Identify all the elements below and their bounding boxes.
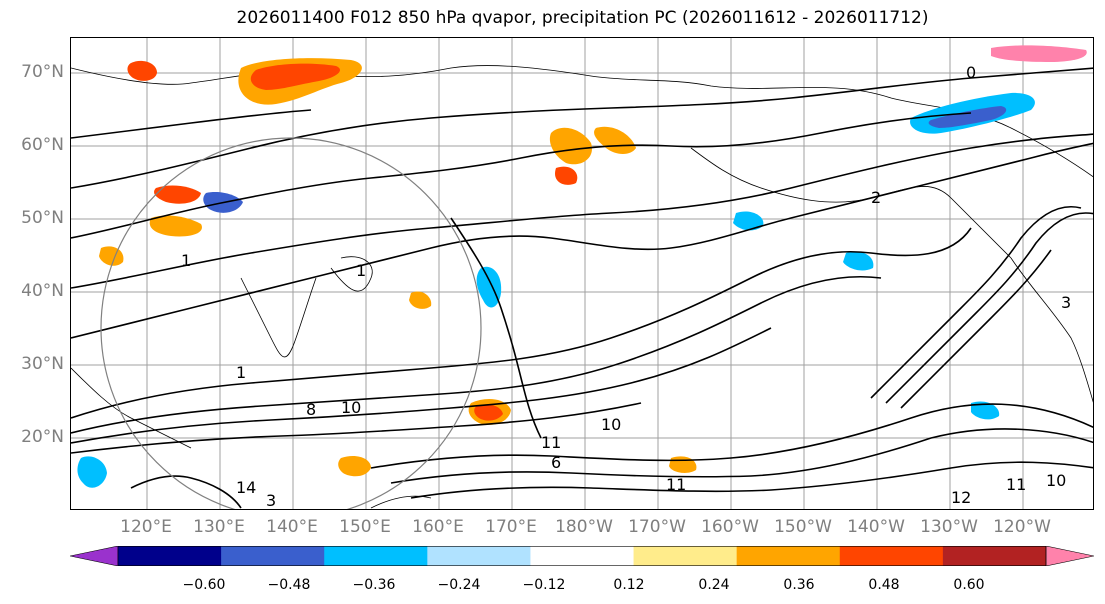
- colorbar-tick-label: −0.36: [352, 577, 396, 593]
- contour-label: 10: [341, 398, 361, 417]
- lon-label: 120°W: [993, 517, 1051, 537]
- contour-label: 12: [951, 488, 971, 507]
- colorbar-extend-low: [70, 546, 119, 566]
- colorbar-tick-label: −0.12: [522, 577, 566, 593]
- map-canvas: 0 2 1 1 1 3 3 14 8 10 11 10 6 11 12 10 1…: [71, 38, 1093, 510]
- lon-label: 120°E: [120, 517, 172, 537]
- contour-label: 11: [541, 433, 561, 452]
- lon-label: 170°W: [628, 517, 686, 537]
- colorbar-tick-label: 0.60: [953, 577, 985, 593]
- contour-label: 3: [266, 491, 276, 510]
- colorbar-tick-label: 0.12: [613, 577, 645, 593]
- contour-label: 0: [966, 63, 976, 82]
- contour-label: 2: [871, 188, 881, 207]
- contour-label: 11: [1006, 475, 1026, 494]
- contour-label: 1: [236, 363, 246, 382]
- contour-lines: [71, 67, 1093, 509]
- contour-label: 11: [666, 475, 686, 494]
- colorbar: [70, 546, 1094, 566]
- colorbar-segment: [324, 546, 428, 566]
- precip-fills: [77, 45, 1087, 488]
- colorbar-tick-label: −0.60: [182, 577, 226, 593]
- lat-label: 60°N: [21, 135, 64, 155]
- lat-label: 70°N: [21, 62, 64, 82]
- lon-label: 170°E: [485, 517, 537, 537]
- colorbar-segment: [839, 546, 944, 566]
- contour-label: 8: [306, 400, 316, 419]
- lat-label: 40°N: [21, 281, 64, 301]
- lon-label: 160°W: [701, 517, 759, 537]
- lon-label: 150°W: [774, 517, 832, 537]
- colorbar-tick-label: −0.24: [437, 577, 481, 593]
- lon-label: 180°W: [555, 517, 613, 537]
- lon-label: 150°E: [339, 517, 391, 537]
- colorbar-tick-label: 0.36: [783, 577, 815, 593]
- contour-label-group: 0 2 1 1 1 3 3 14 8 10 11 10 6 11 12 10 1…: [181, 63, 1071, 510]
- colorbar-segment: [736, 546, 841, 566]
- colorbar-segment: [530, 546, 635, 566]
- lon-label: 140°W: [847, 517, 905, 537]
- colorbar-segment: [427, 546, 531, 566]
- contour-label: 3: [1061, 293, 1071, 312]
- colorbar-tick-label: 0.48: [868, 577, 900, 593]
- colorbar-border: [117, 546, 1047, 566]
- colorbar-extend-high: [1045, 546, 1094, 566]
- colorbar-segment: [633, 546, 738, 566]
- contour-label: 10: [601, 415, 621, 434]
- colorbar-segment: [221, 546, 325, 566]
- lon-label: 130°E: [193, 517, 245, 537]
- lon-label: 140°E: [266, 517, 318, 537]
- lat-label: 30°N: [21, 354, 64, 374]
- contour-label: 10: [1046, 471, 1066, 490]
- colorbar-tick-label: 0.24: [698, 577, 730, 593]
- range-ring: [100, 137, 482, 509]
- colorbar-segment: [942, 546, 1047, 566]
- contour-label: 6: [551, 453, 561, 472]
- colorbar-tick-label: −0.48: [267, 577, 311, 593]
- lat-label: 20°N: [21, 427, 64, 447]
- contour-label: 14: [236, 478, 256, 497]
- map-title: 2026011400 F012 850 hPa qvapor, precipit…: [236, 8, 929, 28]
- contour-label: 1: [181, 251, 191, 270]
- lat-label: 50°N: [21, 208, 64, 228]
- lon-label: 160°E: [412, 517, 464, 537]
- colorbar-segment: [118, 546, 222, 566]
- contour-label: 1: [356, 261, 366, 280]
- map-panel[interactable]: 0 2 1 1 1 3 3 14 8 10 11 10 6 11 12 10 1…: [70, 37, 1094, 510]
- lon-label: 130°W: [920, 517, 978, 537]
